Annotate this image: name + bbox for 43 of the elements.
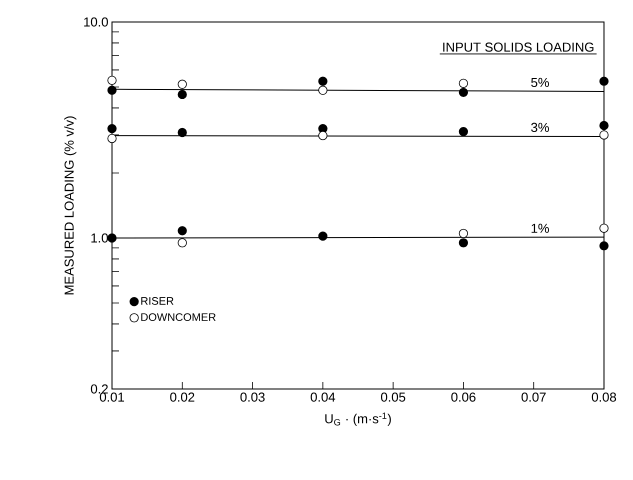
point (178, 226, 187, 236)
point (107, 124, 117, 134)
point (458, 228, 468, 238)
annotation: 5% (531, 78, 549, 88)
x-tick-label: 0.07 (522, 392, 546, 402)
x-tick-label: 0.08 (592, 392, 616, 402)
point (458, 78, 468, 88)
point (178, 128, 187, 138)
x-tick-label: 0.04 (310, 392, 336, 402)
point (599, 76, 609, 86)
annotation: INPUT SOLIDS LOADING (443, 42, 594, 52)
annotation: 3% (531, 122, 549, 132)
legend-label: RISER (141, 297, 174, 305)
point (318, 86, 328, 95)
point (599, 120, 609, 130)
point (318, 232, 328, 241)
point (178, 238, 187, 248)
point (458, 88, 468, 98)
point (178, 90, 187, 100)
point (318, 76, 328, 86)
point (107, 86, 117, 95)
annotation: 1% (532, 224, 549, 233)
x-tick-label: 0.02 (170, 392, 194, 402)
x-tick-label: 0.06 (451, 392, 476, 402)
point (107, 76, 117, 85)
point (107, 134, 117, 144)
legend-label: DOWNCOMER (141, 313, 216, 322)
point (107, 233, 117, 243)
point (318, 130, 328, 140)
y-axis-title: MEASURED LOADING (% v/v) (64, 116, 76, 294)
point (599, 130, 609, 140)
y-tick-label: 0.2 (90, 384, 108, 394)
point (458, 238, 468, 248)
x-tick-label: 0.05 (380, 392, 406, 402)
y-tick-label: 10.0 (84, 17, 108, 27)
x-tick-label: 0.01 (100, 392, 124, 402)
point (599, 224, 609, 233)
point (599, 241, 609, 250)
point (178, 80, 187, 89)
x-tick-label: 0.03 (240, 392, 265, 402)
x-axis-title: U$_{G}$ · (m·s$^{-1}$) (325, 412, 391, 426)
point (458, 126, 468, 136)
y-tick-label: 1.0 (91, 233, 108, 243)
